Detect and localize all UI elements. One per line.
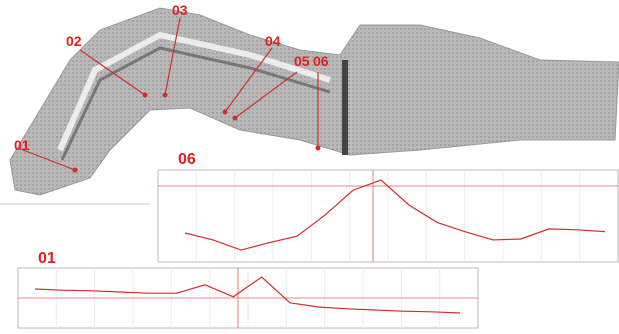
section-label: 01 bbox=[14, 137, 30, 153]
terrain bbox=[10, 8, 619, 195]
figure: 0102030405060601 bbox=[0, 0, 619, 334]
terrain-map bbox=[10, 8, 619, 195]
profile-title: 06 bbox=[178, 151, 196, 168]
section-end bbox=[223, 110, 228, 115]
section-end bbox=[233, 116, 238, 121]
section-label: 06 bbox=[313, 53, 329, 69]
profile-title: 01 bbox=[38, 250, 56, 267]
section-label: 02 bbox=[66, 33, 82, 49]
section-label: 03 bbox=[172, 2, 188, 18]
section-label: 04 bbox=[265, 33, 281, 49]
section-end bbox=[163, 93, 168, 98]
section-end bbox=[73, 168, 78, 173]
section-end bbox=[143, 93, 148, 98]
section-end bbox=[316, 146, 321, 151]
section-label: 05 bbox=[294, 53, 310, 69]
